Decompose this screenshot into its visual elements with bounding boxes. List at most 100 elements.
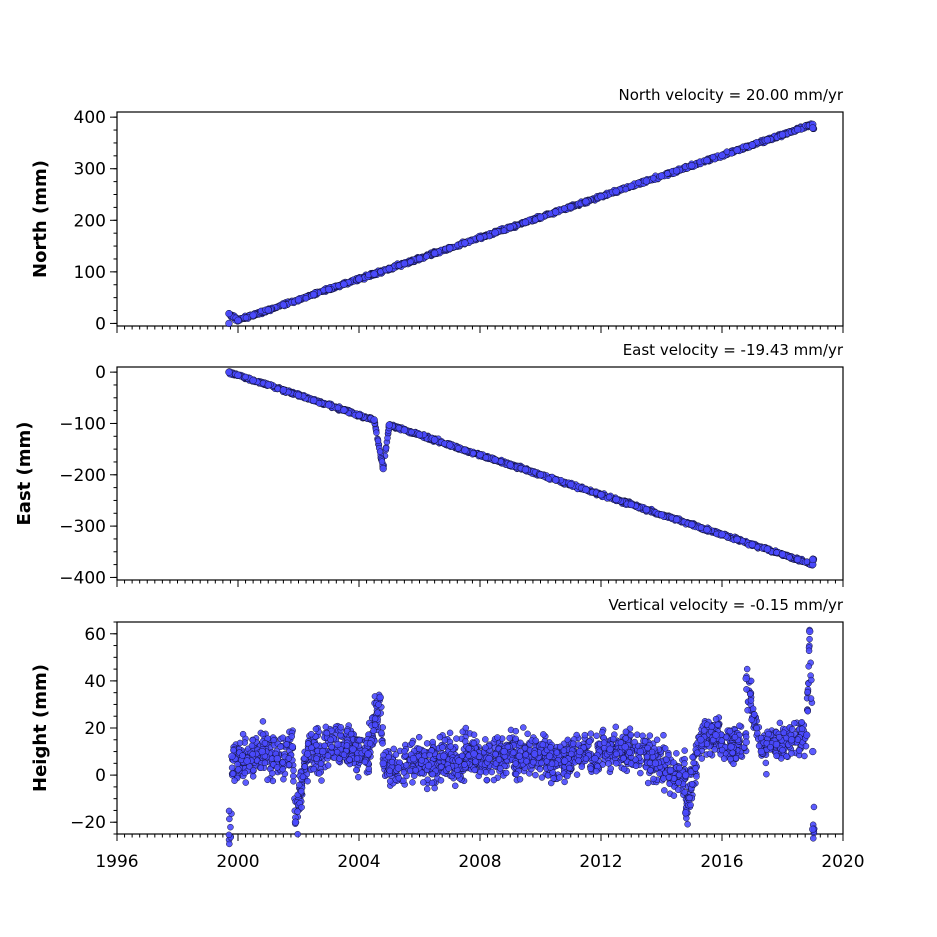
- data-point: [415, 254, 424, 263]
- data-point: [309, 290, 318, 299]
- data-point: [567, 203, 575, 211]
- data-point: [294, 296, 303, 304]
- data-point: [379, 464, 387, 473]
- north-points: [225, 120, 818, 328]
- data-point: [400, 426, 409, 434]
- data-point: [373, 429, 380, 436]
- data-point: [809, 555, 817, 564]
- data-point: [225, 309, 233, 318]
- data-point: [536, 471, 545, 479]
- data-point: [340, 280, 348, 288]
- data-point: [225, 831, 233, 839]
- data-point: [409, 779, 416, 786]
- data-point: [461, 446, 469, 454]
- data-point: [408, 428, 415, 436]
- data-point: [612, 723, 620, 731]
- data-point: [561, 205, 568, 212]
- data-point: [249, 376, 257, 384]
- data-point: [521, 218, 530, 227]
- data-point: [470, 450, 477, 457]
- data-point: [646, 732, 654, 739]
- data-point: [521, 466, 530, 474]
- data-point: [597, 192, 605, 201]
- data-point: [763, 545, 772, 553]
- y-tick-label: −400: [59, 568, 106, 588]
- data-point: [374, 437, 382, 445]
- data-point: [607, 765, 615, 772]
- data-point: [582, 198, 590, 206]
- x-tick-label: 2020: [821, 852, 864, 872]
- data-point: [642, 506, 651, 514]
- data-point: [302, 295, 310, 302]
- height-points: [225, 626, 818, 848]
- data-point: [698, 755, 705, 762]
- data-point: [644, 779, 652, 787]
- data-point: [423, 253, 430, 260]
- east-ticks: 0−100−200−300−400: [59, 363, 844, 588]
- data-point: [748, 141, 756, 149]
- height-axis-label: Height (mm): [30, 664, 51, 792]
- data-point: [673, 750, 680, 757]
- data-point: [748, 540, 756, 549]
- data-point: [325, 285, 333, 294]
- data-point: [294, 391, 303, 399]
- data-point: [633, 731, 641, 738]
- data-point: [492, 750, 499, 758]
- data-point: [627, 500, 635, 509]
- y-tick-label: −200: [59, 466, 106, 486]
- data-point: [524, 730, 531, 738]
- x-tick-label: 2000: [216, 852, 259, 872]
- data-point: [697, 524, 705, 531]
- data-point: [408, 740, 416, 747]
- data-point: [476, 451, 484, 459]
- data-point: [476, 234, 484, 242]
- data-point: [709, 153, 717, 161]
- data-point: [718, 530, 726, 538]
- data-point: [390, 745, 397, 753]
- north-plot-frame: [116, 111, 844, 327]
- x-tick-label: 2004: [337, 852, 380, 872]
- data-point: [551, 208, 560, 216]
- data-point: [482, 736, 489, 743]
- data-point: [420, 779, 427, 786]
- data-point: [744, 706, 751, 714]
- data-point: [446, 244, 454, 252]
- y-tick-label: 20: [84, 719, 106, 739]
- data-point: [382, 445, 390, 452]
- data-point: [567, 480, 575, 489]
- data-point: [355, 275, 363, 283]
- data-point: [323, 729, 331, 737]
- data-point: [454, 771, 462, 779]
- data-point: [612, 187, 620, 196]
- east-points: [225, 368, 818, 569]
- data-point: [378, 458, 386, 465]
- data-point: [703, 156, 711, 165]
- data-point: [446, 729, 454, 737]
- east-axis-label: East (mm): [14, 422, 35, 526]
- data-point: [242, 373, 249, 381]
- north-velocity-title: North velocity = 20.00 mm/yr: [619, 86, 844, 104]
- data-point: [264, 306, 272, 314]
- vertical-velocity-title: Vertical velocity = -0.15 mm/yr: [608, 596, 843, 614]
- data-point: [536, 213, 545, 221]
- data-point: [642, 177, 651, 185]
- y-tick-label: 400: [74, 108, 106, 128]
- data-point: [415, 733, 423, 741]
- data-point: [490, 776, 498, 784]
- data-point: [763, 136, 772, 144]
- y-tick-label: −300: [59, 517, 106, 537]
- y-tick-label: 0: [95, 314, 106, 334]
- y-tick-label: 200: [74, 211, 106, 231]
- data-point: [385, 265, 393, 273]
- data-point: [385, 421, 393, 429]
- data-point: [773, 549, 780, 556]
- data-point: [279, 301, 288, 309]
- data-point: [593, 732, 600, 740]
- y-tick-label: 300: [74, 160, 106, 180]
- data-point: [512, 735, 520, 743]
- x-tick-label: 1996: [95, 852, 138, 872]
- data-point: [370, 416, 378, 424]
- data-point: [461, 239, 469, 247]
- data-point: [239, 730, 247, 738]
